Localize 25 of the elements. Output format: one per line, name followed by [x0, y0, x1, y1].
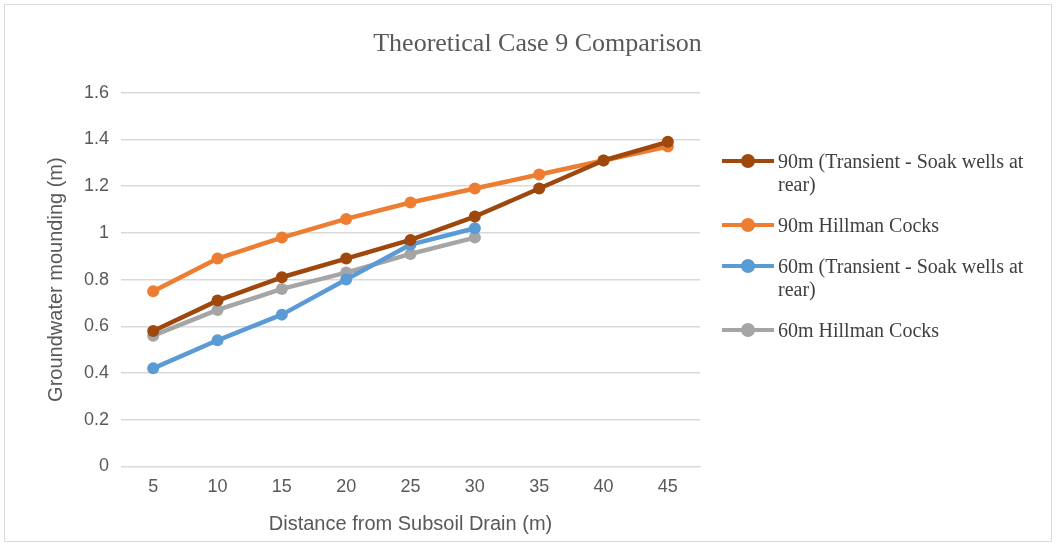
x-tick-label: 15: [271, 476, 292, 497]
x-tick-label: 30: [464, 476, 485, 497]
legend-label: 90m Hillman Cocks: [778, 214, 940, 237]
x-tick-label: 25: [400, 476, 421, 497]
x-tick-label: 40: [593, 476, 614, 497]
legend-label: 60m (Transient - Soak wells at rear): [778, 255, 1025, 301]
y-tick-label: 1.2: [83, 175, 110, 196]
x-tick-label: 20: [336, 476, 357, 497]
y-axis-title: Groundwater mounding (m): [43, 157, 66, 402]
y-tick-label: 0.6: [83, 315, 110, 336]
y-tick-label: 0.4: [83, 361, 110, 382]
x-axis-title: Distance from Subsoil Drain (m): [268, 511, 553, 534]
legend-label: 60m Hillman Cocks: [778, 319, 940, 342]
x-tick-label: 35: [529, 476, 550, 497]
x-tick-label: 45: [657, 476, 678, 497]
x-tick-label: 5: [148, 476, 159, 497]
legend-label: 90m (Transient - Soak wells at rear): [778, 150, 1025, 196]
chart-title: Theoretical Case 9 Comparison: [372, 28, 703, 58]
y-tick-label: 1.4: [83, 128, 110, 149]
y-tick-label: 0.2: [83, 408, 110, 429]
y-tick-label: 1.6: [83, 81, 110, 102]
y-tick-label: 0.8: [83, 268, 110, 289]
y-tick-label: 0: [99, 455, 110, 476]
y-tick-label: 1: [99, 221, 110, 242]
x-tick-label: 10: [207, 476, 228, 497]
